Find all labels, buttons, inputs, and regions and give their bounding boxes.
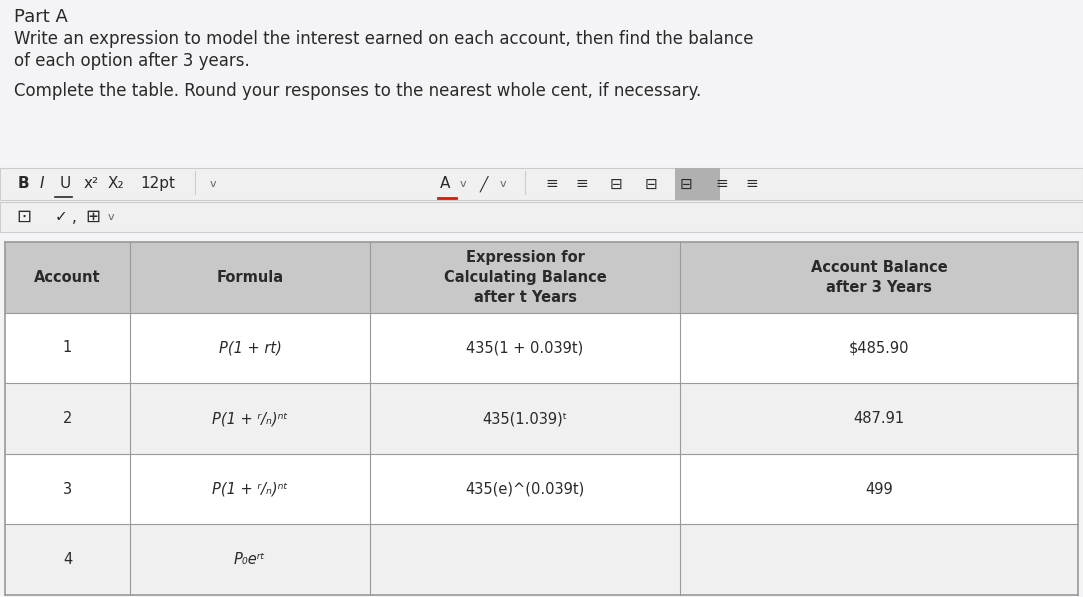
Text: U: U [60,177,71,192]
Bar [675,168,719,200]
Text: v: v [210,179,217,189]
Text: ≡: ≡ [715,177,728,192]
Text: ⊟: ⊟ [610,177,623,192]
Text: ≡: ≡ [545,177,558,192]
Text: ⊡: ⊡ [16,208,31,226]
Text: ╱: ╱ [480,176,488,192]
Text: of each option after 3 years.: of each option after 3 years. [14,52,250,70]
Text: Complete the table. Round your responses to the nearest whole cent, if necessary: Complete the table. Round your responses… [14,82,702,100]
Text: 1: 1 [63,340,73,355]
Text: 4: 4 [63,552,73,567]
Text: ≡: ≡ [745,177,758,192]
Text: 12pt: 12pt [140,177,175,192]
Text: x²: x² [84,177,100,192]
Text: ≡: ≡ [575,177,588,192]
Text: Write an expression to model the interest earned on each account, then find the : Write an expression to model the interes… [14,30,754,48]
Bar [0,168,1083,200]
Text: v: v [460,179,467,189]
Text: 2: 2 [63,411,73,426]
Text: ✓: ✓ [55,210,68,224]
Text: P(1 + ʳ/ₙ)ⁿᵗ: P(1 + ʳ/ₙ)ⁿᵗ [212,482,288,497]
Text: ⊞: ⊞ [84,208,100,226]
Text: P₀eʳᵗ: P₀eʳᵗ [234,552,266,567]
Text: Expression for
Calculating Balance
after t Years: Expression for Calculating Balance after… [444,250,606,304]
Text: B: B [18,177,29,192]
Text: 3: 3 [63,482,73,497]
Text: $485.90: $485.90 [849,340,910,355]
Text: P(1 + ʳ/ₙ)ⁿᵗ: P(1 + ʳ/ₙ)ⁿᵗ [212,411,288,426]
Text: Account Balance
after 3 Years: Account Balance after 3 Years [810,260,948,295]
Text: ,: , [71,210,77,224]
Bar [0,202,1083,232]
Text: v: v [500,179,507,189]
Text: X₂: X₂ [108,177,125,192]
Text: v: v [108,212,115,222]
Text: A: A [440,177,451,192]
Text: 435(1.039)ᵗ: 435(1.039)ᵗ [482,411,567,426]
Text: P(1 + rt): P(1 + rt) [219,340,282,355]
Text: Account: Account [35,270,101,285]
Text: Part A: Part A [14,8,68,26]
Text: 487.91: 487.91 [853,411,904,426]
Text: Formula: Formula [217,270,284,285]
Text: ⊟: ⊟ [680,177,693,192]
Text: ⊟: ⊟ [645,177,657,192]
Text: 435(e)^(0.039t): 435(e)^(0.039t) [466,482,585,497]
Text: 499: 499 [865,482,892,497]
Text: I: I [40,177,44,192]
Text: 435(1 + 0.039t): 435(1 + 0.039t) [467,340,584,355]
